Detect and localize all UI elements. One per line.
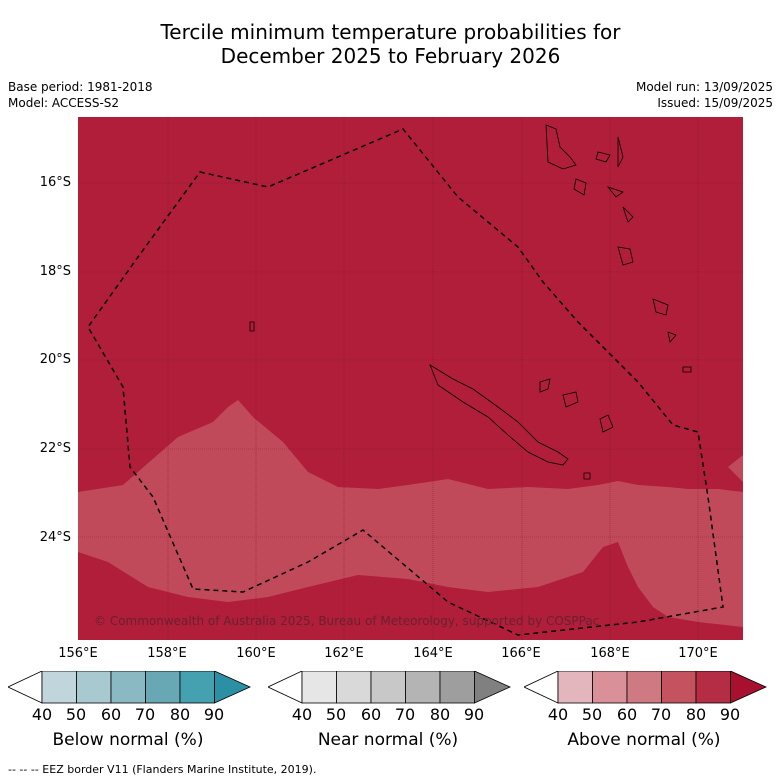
colorbar-swatch	[405, 671, 441, 704]
colorbar-swatch	[695, 671, 731, 704]
eez-legend-note: -- -- -- EEZ border V11 (Flanders Marine…	[8, 763, 317, 776]
colorbar-swatch	[524, 671, 559, 704]
chart-title-line1: Tercile minimum temperature probabilitie…	[160, 20, 621, 44]
issued-date: Issued: 15/09/2025	[657, 96, 773, 110]
colorbar-swatch	[110, 671, 146, 704]
colorbar-swatch	[179, 671, 215, 704]
lat-label-16s: 16°S	[39, 175, 71, 190]
cb-below-tick: 90	[203, 705, 225, 724]
model-name: Model: ACCESS-S2	[8, 96, 120, 110]
colorbar-swatch	[336, 671, 372, 704]
colorbar-swatch	[301, 671, 337, 704]
cb-above-tick: 50	[581, 705, 603, 724]
probability-map[interactable]	[78, 117, 743, 640]
cb-above-tick: 90	[719, 705, 741, 724]
base-period: Base period: 1981-2018	[8, 80, 153, 94]
lon-label-170e: 170°E	[678, 646, 718, 661]
lon-label-166e: 166°E	[501, 646, 541, 661]
cb-below-title: Below normal (%)	[52, 730, 204, 750]
cb-near-tick: 60	[360, 705, 382, 724]
copyright-notice: © Commonwealth of Australia 2025, Bureau…	[94, 614, 600, 628]
chart-title-line2: December 2025 to February 2026	[220, 44, 561, 68]
colorbar-swatch	[661, 671, 697, 704]
colorbar-swatch	[557, 671, 593, 704]
lon-label-164e: 164°E	[413, 646, 453, 661]
lat-label-22s: 22°S	[39, 441, 71, 456]
colorbar-swatch	[8, 671, 43, 704]
lon-label-158e: 158°E	[147, 646, 187, 661]
colorbar-swatch	[370, 671, 406, 704]
cb-above-tick: 80	[685, 705, 707, 724]
colorbar-swatch	[626, 671, 662, 704]
colorbar-swatch	[214, 671, 251, 704]
colorbar-near-normal-swatches	[268, 671, 511, 704]
colorbar-below-normal-swatches	[8, 671, 251, 704]
cb-below-tick: 80	[169, 705, 191, 724]
colorbar-swatch	[439, 671, 475, 704]
lat-label-24s: 24°S	[39, 530, 71, 545]
cb-above-tick: 40	[547, 705, 569, 724]
model-run-date: Model run: 13/09/2025	[635, 80, 773, 94]
lat-label-20s: 20°S	[39, 352, 71, 367]
colorbar-swatch	[730, 671, 767, 704]
cb-below-tick: 40	[31, 705, 53, 724]
lon-label-162e: 162°E	[324, 646, 364, 661]
cb-above-title: Above normal (%)	[567, 730, 721, 750]
cb-near-title: Near normal (%)	[317, 730, 459, 750]
eez-border	[87, 128, 724, 636]
cb-near-tick: 50	[325, 705, 347, 724]
colorbar-swatch	[268, 671, 303, 704]
lon-label-168e: 168°E	[590, 646, 630, 661]
colorbar-swatch	[76, 671, 112, 704]
cb-above-tick: 60	[616, 705, 638, 724]
map-canvas	[78, 117, 743, 640]
cb-below-tick: 50	[65, 705, 87, 724]
cb-near-tick: 90	[463, 705, 485, 724]
colorbar-above-normal-swatches	[524, 671, 767, 704]
east-edge-region	[728, 455, 743, 482]
cb-near-tick: 70	[394, 705, 416, 724]
lon-label-156e: 156°E	[58, 646, 98, 661]
colorbar-swatch	[592, 671, 628, 704]
cb-above-tick: 70	[650, 705, 672, 724]
small-islands	[249, 321, 692, 480]
colorbar-swatch	[41, 671, 77, 704]
graticule	[78, 117, 743, 640]
upper-probability-region	[78, 542, 743, 640]
loyalty-islands	[539, 378, 614, 433]
cb-near-tick: 40	[291, 705, 313, 724]
vanuatu-islands	[545, 124, 677, 343]
cb-below-tick: 60	[100, 705, 122, 724]
cb-below-tick: 70	[134, 705, 156, 724]
new-caledonia	[429, 364, 569, 466]
lon-label-160e: 160°E	[236, 646, 276, 661]
cb-near-tick: 80	[429, 705, 451, 724]
lat-label-18s: 18°S	[39, 264, 71, 279]
colorbar-swatch	[474, 671, 511, 704]
colorbar-swatch	[145, 671, 181, 704]
